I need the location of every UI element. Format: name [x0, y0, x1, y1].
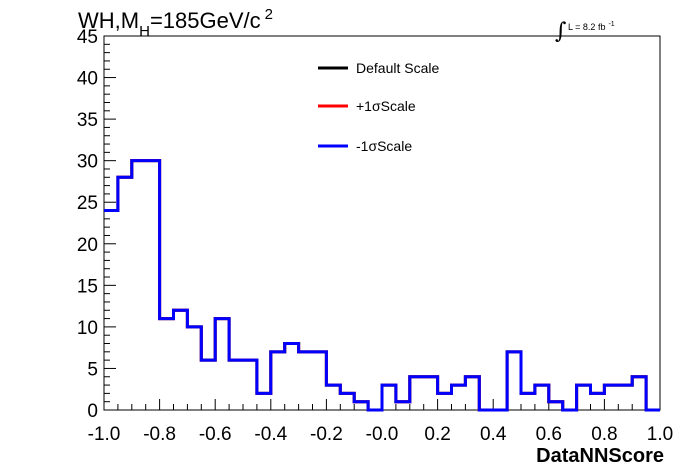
- x-tick-label: 0.2: [424, 424, 450, 445]
- chart-title: WH,MH=185GeV/c 2: [78, 6, 273, 40]
- y-tick-label: 0: [87, 401, 98, 422]
- title-subscript: H: [139, 23, 150, 40]
- title-superscript: 2: [265, 6, 273, 23]
- title-main: WH,M: [78, 8, 139, 33]
- luminosity-text: L = 8.2 fb: [568, 22, 605, 32]
- x-tick-label: 0.4: [480, 424, 507, 445]
- luminosity-label: L = 8.2 fb -1: [568, 21, 615, 32]
- luminosity-integral-icon: ∫: [555, 19, 567, 44]
- x-tick-label: -0.6: [199, 424, 232, 445]
- legend-label: Default Scale: [356, 60, 439, 76]
- x-axis-title: DataNNScore: [536, 445, 664, 467]
- y-tick-label: 15: [77, 276, 98, 297]
- y-tick-label: 35: [77, 110, 98, 131]
- x-axis: -1.0 -0.8 -0.6 -0.4 -0.2 -0.0 0.2 0.4 0.6 0.8 1.0: [88, 399, 673, 445]
- title-value: =185GeV/c: [150, 8, 261, 33]
- x-tick-label: -0.4: [254, 424, 287, 445]
- y-tick-label: 40: [77, 69, 98, 90]
- plot-frame: [103, 35, 661, 411]
- legend-label: -1σScale: [356, 138, 412, 154]
- series-line: [104, 159, 660, 412]
- x-tick-label: 1.0: [647, 424, 673, 445]
- y-tick-label: 5: [87, 359, 98, 380]
- y-tick-label: 30: [77, 152, 98, 173]
- y-axis: 0 5 10 15 20 25 30 35 40 45: [77, 27, 116, 422]
- luminosity-superscript: -1: [608, 21, 614, 28]
- x-tick-label: -1.0: [88, 424, 121, 445]
- y-tick-label: 10: [77, 318, 98, 339]
- x-tick-label: -0.2: [310, 424, 343, 445]
- y-tick-label: 45: [77, 27, 98, 48]
- legend: Default Scale +1σScale -1σScale: [318, 60, 439, 154]
- series-line: [104, 159, 660, 412]
- x-tick-label: -0.0: [366, 424, 399, 445]
- y-tick-label: 20: [77, 235, 98, 256]
- x-tick-label: 0.6: [536, 424, 562, 445]
- series-group: [104, 159, 660, 412]
- series-line: [104, 159, 660, 412]
- y-tick-label: 25: [77, 193, 98, 214]
- legend-label: +1σScale: [356, 98, 416, 114]
- x-tick-label: -0.8: [143, 424, 176, 445]
- x-tick-label: 0.8: [591, 424, 617, 445]
